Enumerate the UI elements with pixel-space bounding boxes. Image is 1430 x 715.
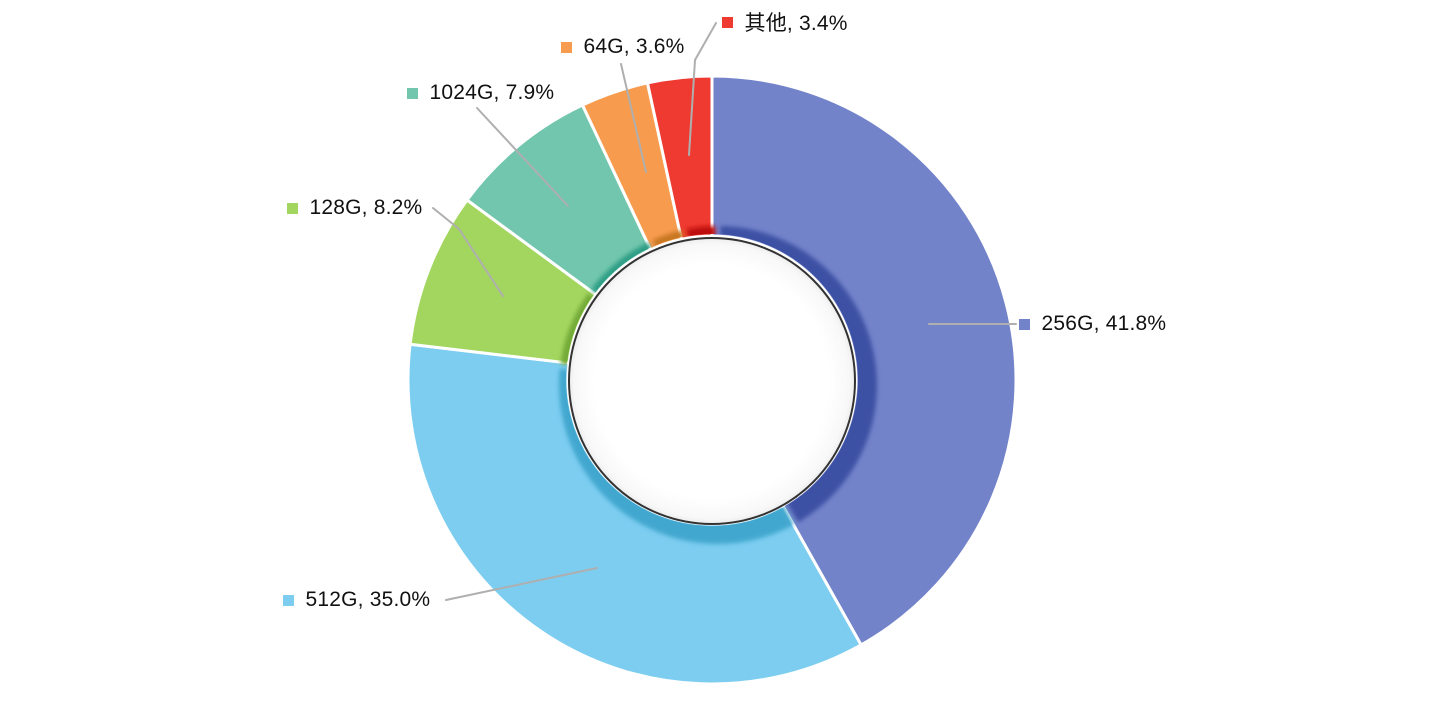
legend-marker-1024G bbox=[406, 87, 418, 99]
leader-line-其他 bbox=[688, 22, 717, 156]
slice-label-text: 256G, 41.8% bbox=[1041, 312, 1167, 335]
slice-label-512G: 512G, 35.0% bbox=[282, 588, 431, 612]
leader-line-512G bbox=[445, 567, 598, 601]
donut-slice-其他[interactable] bbox=[645, 74, 714, 241]
slice-label-text: 64G, 3.6% bbox=[583, 35, 685, 58]
legend-marker-128G bbox=[286, 202, 298, 214]
slice-label-64G: 64G, 3.6% bbox=[560, 35, 685, 59]
slice-label-text: 512G, 35.0% bbox=[305, 588, 431, 611]
legend-marker-其他 bbox=[721, 16, 733, 28]
slice-label-128G: 128G, 8.2% bbox=[286, 196, 423, 220]
leader-line-128G bbox=[432, 207, 504, 297]
leader-line-1024G bbox=[476, 107, 569, 207]
legend-marker-64G bbox=[560, 41, 572, 53]
slice-label-256G: 256G, 41.8% bbox=[1018, 312, 1167, 336]
slice-label-其他: 其他, 3.4% bbox=[721, 7, 848, 37]
donut-hole bbox=[568, 237, 856, 525]
slice-label-text: 128G, 8.2% bbox=[309, 196, 423, 219]
slice-label-text: 其他, 3.4% bbox=[744, 12, 848, 35]
legend-marker-256G bbox=[1018, 318, 1030, 330]
leader-lines bbox=[432, 22, 1017, 601]
legend-marker-512G bbox=[282, 594, 294, 606]
slice-label-1024G: 1024G, 7.9% bbox=[406, 81, 555, 105]
slice-label-text: 1024G, 7.9% bbox=[429, 81, 555, 104]
leader-line-64G bbox=[620, 63, 647, 173]
